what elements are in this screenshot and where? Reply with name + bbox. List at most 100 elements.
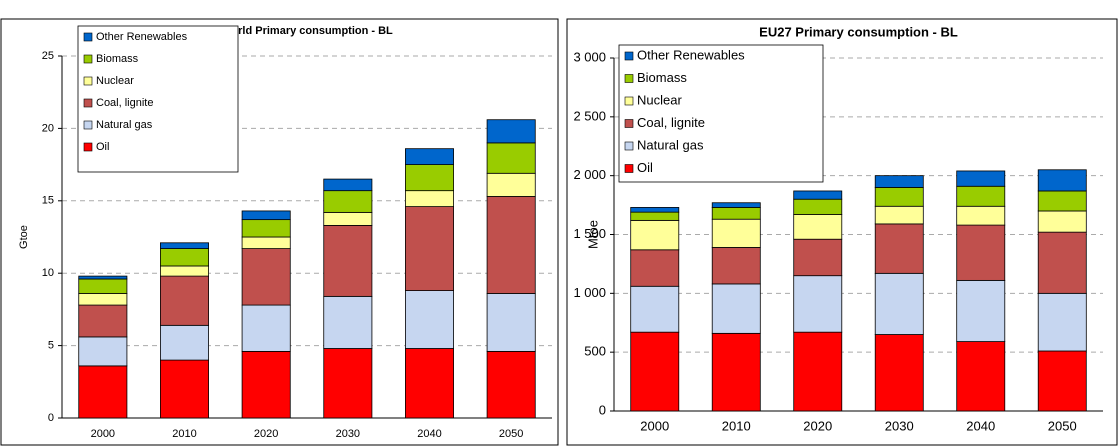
bar-segment: [486, 142, 536, 174]
chart-title: World Primary consumption - BL: [221, 25, 393, 37]
bar-segment: [874, 334, 924, 412]
bar-segment: [160, 248, 209, 267]
bar-segment: [241, 248, 291, 306]
bar-segment: [323, 190, 373, 213]
legend-swatch: [624, 141, 634, 151]
bar-segment: [630, 285, 680, 333]
y-tick-label: 1 000: [573, 285, 606, 300]
x-tick-label: 2030: [336, 428, 360, 440]
bar-segment: [793, 214, 843, 240]
bar-segment: [711, 202, 761, 208]
bar-segment: [486, 172, 536, 197]
bar-segment: [874, 187, 924, 207]
bar-segment: [874, 175, 924, 188]
bar-segment: [956, 279, 1006, 342]
x-tick-label: 2030: [885, 418, 914, 433]
x-tick-label: 2040: [417, 428, 441, 440]
bar-segment: [323, 178, 373, 192]
legend-swatch: [83, 142, 93, 152]
legend-label: Other Renewables: [637, 47, 745, 62]
y-tick-label: 10: [42, 267, 54, 279]
x-tick-label: 2050: [1048, 418, 1077, 433]
bar-segment: [874, 272, 924, 335]
bar-segment: [711, 283, 761, 334]
bar-segment: [405, 190, 454, 207]
bar-segment: [160, 324, 209, 361]
bar-segment: [711, 207, 761, 220]
bar-segment: [78, 304, 128, 338]
bar-segment: [405, 290, 454, 349]
bar-segment: [486, 350, 536, 419]
bar-segment: [241, 350, 291, 419]
bar-segment: [793, 331, 843, 412]
bar-segment: [405, 206, 454, 291]
bar-segment: [1037, 231, 1087, 294]
legend-label: Other Renewables: [96, 31, 188, 43]
legend-label: Biomass: [96, 53, 139, 65]
y-tick-label: 500: [584, 344, 606, 359]
bar-segment: [323, 348, 373, 419]
bar-segment: [1037, 350, 1087, 412]
bar-segment: [160, 242, 209, 249]
bar-segment: [956, 170, 1006, 187]
legend-box: [618, 44, 824, 183]
legend-swatch: [624, 119, 634, 128]
legend-swatch: [624, 164, 634, 173]
legend-label: Biomass: [637, 70, 687, 85]
bar-segment: [630, 211, 680, 221]
bar-segment: [956, 341, 1006, 412]
x-tick-label: 2000: [91, 428, 115, 440]
x-tick-label: 2040: [966, 418, 995, 433]
x-tick-label: 2010: [722, 418, 751, 433]
bar-segment: [1037, 292, 1087, 352]
bar-segment: [405, 148, 454, 165]
legend-swatch: [83, 76, 93, 86]
legend-label: Natural gas: [96, 119, 153, 131]
bar-segment: [793, 190, 843, 200]
bar-segment: [405, 164, 454, 192]
y-axis-label: Gtoe: [18, 225, 30, 249]
bar-segment: [1037, 210, 1087, 233]
x-tick-label: 2000: [640, 418, 669, 433]
legend-label: Coal, lignite: [96, 97, 153, 109]
bar-segment: [160, 359, 209, 419]
bar-segment: [160, 275, 209, 326]
bar-segment: [486, 293, 536, 352]
legend-swatch: [624, 74, 634, 83]
bar-segment: [78, 278, 128, 294]
bar-segment: [405, 348, 454, 419]
bar-segment: [793, 238, 843, 277]
y-tick-label: 1 500: [573, 226, 606, 241]
bar-segment: [874, 223, 924, 274]
bar-segment: [1037, 190, 1087, 212]
bar-segment: [1037, 169, 1087, 192]
y-tick-label: 25: [42, 50, 54, 62]
legend-label: Coal, lignite: [637, 115, 705, 130]
bar-segment: [323, 295, 373, 349]
bar-segment: [711, 247, 761, 285]
y-tick-label: 0: [599, 402, 606, 417]
bar-segment: [956, 224, 1006, 281]
bar-segment: [711, 332, 761, 412]
bar-segment: [160, 265, 209, 277]
bar-segment: [241, 236, 291, 249]
legend-label: Oil: [637, 160, 653, 175]
y-tick-label: 2 000: [573, 167, 606, 182]
bar-segment: [78, 275, 128, 280]
y-tick-label: 5: [48, 340, 54, 352]
bar-segment: [78, 336, 128, 367]
bar-segment: [956, 205, 1006, 226]
legend-box: [77, 25, 239, 173]
legend-label: Natural gas: [637, 137, 704, 152]
legend-swatch: [83, 54, 93, 64]
y-tick-label: 0: [48, 412, 54, 424]
bar-segment: [630, 207, 680, 213]
bar-segment: [956, 185, 1006, 207]
bar-segment: [323, 225, 373, 297]
bar-segment: [630, 219, 680, 251]
y-tick-label: 15: [42, 195, 54, 207]
x-tick-label: 2020: [254, 428, 278, 440]
y-tick-label: 3 000: [573, 49, 606, 64]
